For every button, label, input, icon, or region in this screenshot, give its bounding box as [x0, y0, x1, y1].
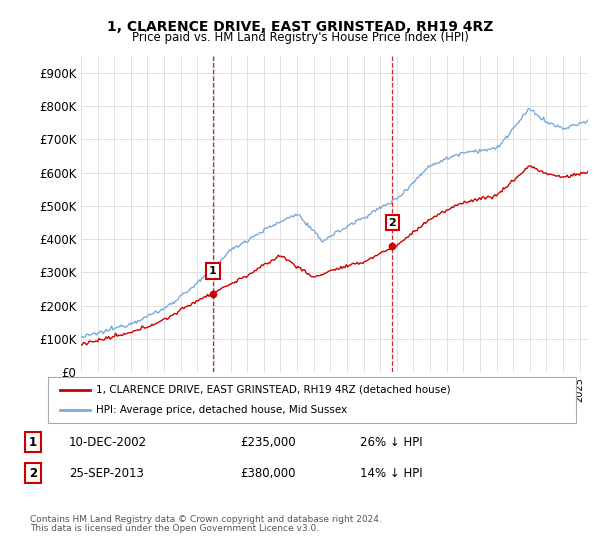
Text: 1: 1 — [29, 436, 37, 449]
Text: 26% ↓ HPI: 26% ↓ HPI — [360, 436, 422, 449]
Text: 1, CLARENCE DRIVE, EAST GRINSTEAD, RH19 4RZ (detached house): 1, CLARENCE DRIVE, EAST GRINSTEAD, RH19 … — [96, 385, 451, 395]
Text: Contains HM Land Registry data © Crown copyright and database right 2024.: Contains HM Land Registry data © Crown c… — [30, 515, 382, 524]
Text: £380,000: £380,000 — [240, 466, 296, 480]
Text: 10-DEC-2002: 10-DEC-2002 — [69, 436, 147, 449]
Text: This data is licensed under the Open Government Licence v3.0.: This data is licensed under the Open Gov… — [30, 524, 319, 533]
Text: 1: 1 — [209, 266, 217, 276]
Text: HPI: Average price, detached house, Mid Sussex: HPI: Average price, detached house, Mid … — [96, 405, 347, 415]
Text: 2: 2 — [29, 466, 37, 480]
Text: 14% ↓ HPI: 14% ↓ HPI — [360, 466, 422, 480]
Text: 2: 2 — [388, 217, 396, 227]
Text: 1, CLARENCE DRIVE, EAST GRINSTEAD, RH19 4RZ: 1, CLARENCE DRIVE, EAST GRINSTEAD, RH19 … — [107, 20, 493, 34]
Text: £235,000: £235,000 — [240, 436, 296, 449]
Text: 25-SEP-2013: 25-SEP-2013 — [69, 466, 144, 480]
Text: Price paid vs. HM Land Registry's House Price Index (HPI): Price paid vs. HM Land Registry's House … — [131, 31, 469, 44]
